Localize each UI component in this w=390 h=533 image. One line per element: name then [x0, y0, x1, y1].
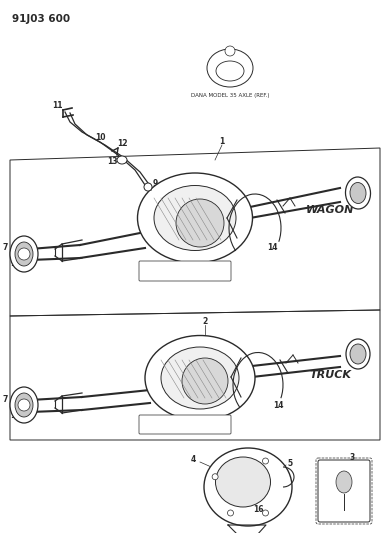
Text: 2: 2	[202, 318, 207, 327]
Circle shape	[18, 399, 30, 411]
Text: 7: 7	[2, 244, 8, 253]
Text: XX  XX  XXX  XXX: XX XX XXX XXX	[164, 269, 206, 273]
Text: 8: 8	[152, 190, 158, 198]
Ellipse shape	[336, 471, 352, 493]
Text: 15: 15	[10, 410, 20, 419]
Text: 9: 9	[152, 180, 158, 189]
Circle shape	[262, 510, 268, 516]
Text: 13: 13	[107, 157, 117, 166]
Ellipse shape	[15, 393, 33, 417]
Ellipse shape	[161, 347, 239, 409]
Ellipse shape	[154, 185, 236, 251]
Text: 4: 4	[190, 456, 196, 464]
Text: 6: 6	[250, 482, 255, 491]
Text: XX  XX  XXX  XXX: XX XX XXX XXX	[164, 423, 206, 427]
FancyBboxPatch shape	[139, 415, 231, 434]
Ellipse shape	[216, 457, 271, 507]
Ellipse shape	[346, 339, 370, 369]
Text: WAGON: WAGON	[306, 205, 354, 215]
Text: 7: 7	[2, 394, 8, 403]
Text: 16: 16	[253, 505, 263, 514]
Ellipse shape	[10, 236, 38, 272]
Ellipse shape	[350, 344, 366, 364]
Ellipse shape	[138, 173, 252, 263]
Ellipse shape	[176, 199, 224, 247]
Circle shape	[262, 458, 268, 464]
Text: 5: 5	[287, 458, 292, 467]
Text: 14: 14	[267, 244, 277, 253]
Circle shape	[227, 510, 234, 516]
Ellipse shape	[346, 177, 370, 209]
Text: 1: 1	[219, 138, 225, 147]
Ellipse shape	[204, 448, 292, 526]
Ellipse shape	[15, 242, 33, 266]
Text: 11: 11	[52, 101, 62, 109]
Text: 10: 10	[95, 133, 105, 142]
Ellipse shape	[216, 61, 244, 81]
Circle shape	[144, 183, 152, 191]
Text: 15: 15	[10, 259, 20, 268]
Ellipse shape	[182, 358, 228, 404]
Text: 3: 3	[349, 454, 355, 463]
Ellipse shape	[117, 156, 127, 164]
FancyBboxPatch shape	[318, 460, 370, 522]
Text: 12: 12	[117, 139, 127, 148]
Circle shape	[18, 248, 30, 260]
Circle shape	[225, 46, 235, 56]
Text: DANA MODEL 35 AXLE (REF.): DANA MODEL 35 AXLE (REF.)	[191, 93, 269, 99]
Ellipse shape	[145, 335, 255, 421]
Ellipse shape	[10, 387, 38, 423]
Circle shape	[212, 474, 218, 480]
Text: 14: 14	[273, 400, 283, 409]
FancyBboxPatch shape	[139, 261, 231, 281]
Text: 91J03 600: 91J03 600	[12, 14, 70, 24]
Text: TRUCK: TRUCK	[309, 370, 351, 380]
Ellipse shape	[207, 49, 253, 87]
Ellipse shape	[350, 182, 366, 204]
